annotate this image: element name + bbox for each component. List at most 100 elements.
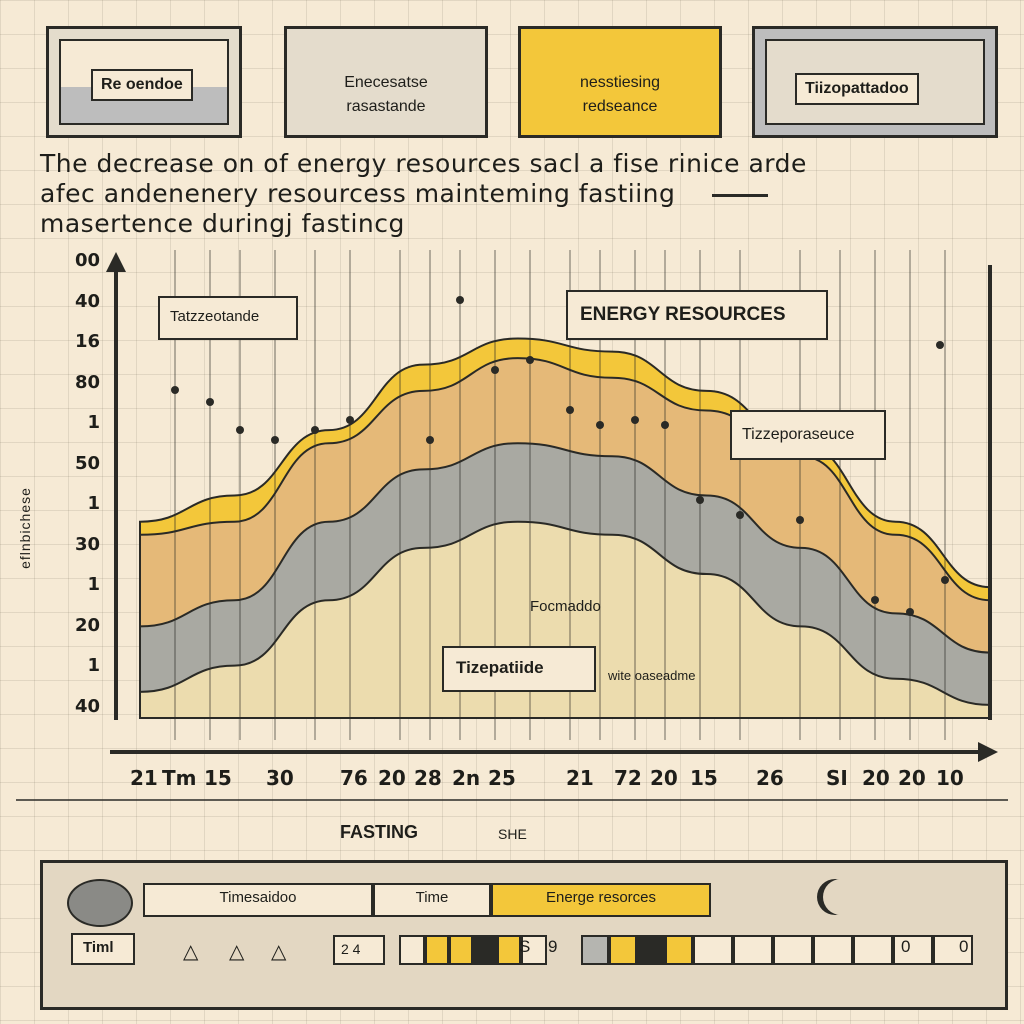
header-card-2[interactable]: Enecesatse rasastande	[284, 26, 488, 138]
data-point	[906, 608, 914, 616]
x-tick-label: 26	[756, 766, 784, 790]
strip-cell	[425, 935, 449, 965]
y-tick-label: 00	[74, 250, 100, 271]
strip-cell	[733, 935, 773, 965]
data-point	[631, 416, 639, 424]
crescent-icon	[823, 879, 859, 915]
x-tick-label: 20	[898, 766, 926, 790]
y-tick-label: 1	[87, 655, 100, 676]
series-band-4	[139, 520, 991, 719]
y-tick-label: 16	[74, 331, 100, 352]
chart	[16, 250, 1008, 801]
strip-cell	[773, 935, 813, 965]
y-tick-label: 80	[74, 371, 100, 393]
data-point	[171, 386, 179, 394]
x-tick-label: 25	[488, 766, 516, 790]
x-tick-label: SI	[826, 766, 848, 790]
data-point	[796, 516, 804, 524]
x-tick-label: 72	[614, 766, 642, 790]
strip-cell	[693, 935, 733, 965]
x-tick-label: 15	[204, 766, 232, 790]
y-tick-label: 1	[87, 493, 100, 514]
drop-icon-1: △	[183, 941, 199, 963]
data-point	[426, 436, 434, 444]
y-axis-arrow	[106, 252, 126, 272]
strip-cell	[581, 935, 609, 965]
oval-icon	[67, 879, 133, 927]
annotation-1: Tatzzeotande	[158, 296, 298, 340]
chart-title: ENERGY RESOURCES	[566, 290, 828, 340]
y-axis-label: eflnbichese	[16, 487, 33, 569]
data-point	[206, 398, 214, 406]
cell-digit-4: 0	[959, 937, 969, 956]
annotation-2: Tizzeporaseuce	[730, 410, 886, 460]
cell-digit-1: S	[519, 937, 531, 956]
data-point	[661, 421, 669, 429]
y-tick-label: 50	[74, 452, 100, 474]
header-card-2-line-2: rasastande	[346, 98, 426, 115]
strip-cell	[473, 935, 497, 965]
headline-line-3: masertence duringj fastincg	[40, 209, 405, 238]
header-card-3-line-1: nesstiesing	[579, 74, 661, 91]
strip-cell	[449, 935, 473, 965]
cell-digit-3: 0	[901, 937, 911, 956]
header-card-1-label: Re oendoe	[91, 69, 193, 101]
strip-cell	[497, 935, 521, 965]
header-card-2-line-1: Enecesatse	[344, 74, 428, 91]
header-card-4[interactable]: Tiizopattadoo	[752, 26, 998, 138]
annotation-5: wite oaseadme	[608, 668, 696, 683]
drop-icon-2: △	[229, 941, 245, 963]
strip-cell	[813, 935, 853, 965]
header-card-3[interactable]: nesstiesing redseance	[518, 26, 722, 138]
headline-line-1: The decrease on of energy resources sacl…	[40, 149, 807, 178]
cell-digit-2: 9	[548, 937, 558, 956]
data-point	[696, 496, 704, 504]
x-tick-label: 20	[650, 766, 678, 790]
row-label: Timl	[71, 933, 135, 965]
y-tick-label: 1	[87, 412, 100, 433]
data-point	[596, 421, 604, 429]
strip-cell	[521, 935, 547, 965]
x-tick-label: 76	[340, 766, 368, 790]
strip-cell	[609, 935, 637, 965]
data-point	[346, 416, 354, 424]
digit-box[interactable]: 2 4	[333, 935, 385, 965]
x-tick-label: 20	[862, 766, 890, 790]
annotation-3: Focmaddo	[530, 598, 601, 615]
x-tick-label: 28	[414, 766, 442, 790]
x-tick-label: 15	[690, 766, 718, 790]
data-point	[871, 596, 879, 604]
strip-cell	[933, 935, 973, 965]
y-tick-label: 1	[87, 574, 100, 595]
strip-cell	[399, 935, 425, 965]
headline-line-2: afec andenenery resourcess mainteming fa…	[40, 179, 676, 208]
data-point	[491, 366, 499, 374]
legend-segment-timesaidoo[interactable]: Timesaidoo	[143, 883, 373, 917]
x-tick-label: 10	[936, 766, 964, 790]
strip-cell	[893, 935, 933, 965]
legend-segment-energe-resorces[interactable]: Energe resorces	[491, 883, 711, 917]
y-tick-label: 40	[74, 695, 100, 717]
data-point	[236, 426, 244, 434]
x-tick-label: 20	[378, 766, 406, 790]
legend-segment-time[interactable]: Time	[373, 883, 491, 917]
data-point	[271, 436, 279, 444]
y-tick-label: 30	[74, 533, 100, 555]
headline-dash	[712, 194, 768, 197]
data-point	[736, 511, 744, 519]
data-point	[311, 426, 319, 434]
x-axis-label-secondary: SHE	[498, 826, 527, 842]
header-card-3-line-2: redseance	[582, 98, 658, 115]
header-card-1[interactable]: Re oendoe	[46, 26, 242, 138]
data-point	[566, 406, 574, 414]
x-tick-label: Tm	[162, 766, 197, 790]
header-card-4-label: Tiizopattadoo	[795, 73, 919, 105]
strip-cell	[665, 935, 693, 965]
data-point	[456, 296, 464, 304]
y-tick-label: 20	[74, 614, 100, 636]
x-tick-label: 2n	[452, 766, 481, 790]
data-point	[526, 356, 534, 364]
x-axis-arrow	[978, 742, 998, 762]
strip-cell	[637, 935, 665, 965]
strip-cell	[853, 935, 893, 965]
